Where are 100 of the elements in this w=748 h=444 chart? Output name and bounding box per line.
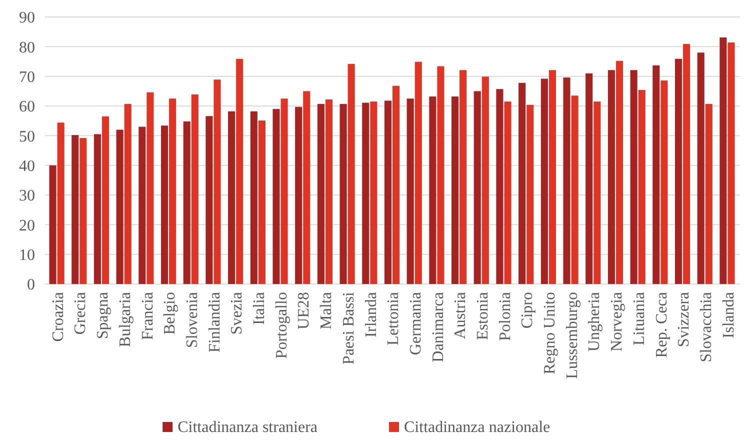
bar bbox=[303, 91, 310, 284]
bar bbox=[124, 104, 132, 284]
x-tick-label: Estonia bbox=[474, 292, 492, 340]
bar bbox=[236, 58, 244, 284]
x-tick-label: Bulgaria bbox=[116, 292, 134, 348]
x-tick-label: Germania bbox=[407, 292, 424, 356]
bar bbox=[728, 42, 735, 284]
bar bbox=[362, 102, 370, 284]
bar bbox=[548, 70, 556, 284]
bar bbox=[460, 70, 467, 284]
bar bbox=[94, 134, 101, 284]
y-tick-label: 60 bbox=[19, 98, 35, 116]
x-tick-label: Rep. Ceca bbox=[653, 292, 670, 358]
x-tick-label: Francia bbox=[139, 292, 156, 340]
bar bbox=[250, 111, 258, 284]
bar bbox=[586, 73, 593, 284]
x-tick-label: Portogallo bbox=[273, 292, 290, 359]
x-tick-label: UE28 bbox=[296, 292, 313, 330]
x-tick-label: Italia bbox=[251, 292, 268, 325]
bar bbox=[705, 104, 712, 284]
x-tick-label: Ungheria bbox=[586, 292, 604, 352]
bar bbox=[608, 70, 615, 284]
x-tick-label: Irlanda bbox=[362, 292, 380, 338]
bar bbox=[384, 100, 392, 284]
x-tick-label: Lussemburgo bbox=[564, 292, 581, 379]
bar bbox=[183, 121, 190, 284]
x-tick-label: Danimarca bbox=[430, 292, 447, 362]
bar bbox=[660, 80, 668, 284]
bar bbox=[80, 138, 87, 284]
x-tick-label: Paesi Bassi bbox=[340, 291, 358, 364]
bar bbox=[214, 80, 221, 284]
bar bbox=[518, 82, 526, 284]
bar bbox=[638, 90, 646, 284]
bar bbox=[206, 116, 213, 284]
bar bbox=[674, 58, 682, 284]
x-tick-label: Svizzera bbox=[676, 292, 693, 348]
bar bbox=[317, 104, 324, 284]
y-tick-label: 30 bbox=[19, 188, 35, 205]
x-tick-label: Islanda bbox=[720, 292, 738, 338]
y-tick-label: 40 bbox=[19, 158, 35, 175]
bar bbox=[697, 52, 704, 284]
bar bbox=[482, 76, 489, 284]
bar bbox=[437, 66, 444, 284]
x-tick-label: Lituania bbox=[630, 292, 648, 346]
x-tick-label: Austria bbox=[452, 292, 470, 340]
bar bbox=[496, 89, 504, 284]
x-tick-label: Finlandia bbox=[206, 292, 224, 352]
y-tick-label: 10 bbox=[19, 246, 35, 264]
bar bbox=[720, 37, 727, 284]
x-tick-label: Malta bbox=[318, 292, 336, 330]
bar bbox=[280, 98, 288, 284]
x-tick-label: Slovenia bbox=[184, 292, 201, 348]
bar bbox=[228, 111, 236, 284]
bar bbox=[571, 96, 578, 284]
x-tick-label: Croazia bbox=[50, 292, 67, 342]
y-tick-label: 70 bbox=[19, 68, 35, 86]
y-tick-label: 90 bbox=[19, 10, 35, 27]
bar bbox=[169, 98, 176, 284]
x-tick-label: Spagna bbox=[94, 292, 112, 340]
bar bbox=[295, 106, 302, 284]
bar bbox=[406, 98, 414, 284]
bar bbox=[392, 86, 400, 284]
y-tick-label: 20 bbox=[19, 217, 35, 234]
bar bbox=[325, 99, 333, 284]
x-tick-label: Lettonia bbox=[385, 292, 402, 346]
x-tick-label: Svezia bbox=[228, 292, 246, 335]
y-tick-label: 80 bbox=[19, 39, 35, 56]
bar bbox=[146, 92, 154, 284]
bar bbox=[414, 62, 422, 284]
bar bbox=[72, 135, 79, 284]
y-tick-label: 50 bbox=[19, 128, 35, 146]
x-tick-label: Norvegia bbox=[608, 292, 626, 352]
bar bbox=[191, 94, 198, 284]
bar bbox=[683, 44, 690, 284]
bar bbox=[340, 104, 347, 284]
bar bbox=[49, 165, 56, 284]
bar bbox=[474, 91, 481, 284]
x-tick-label: Regno Unito bbox=[542, 292, 559, 374]
x-tick-label: Grecia bbox=[72, 292, 90, 335]
bar bbox=[540, 78, 548, 284]
bar bbox=[160, 126, 168, 284]
bar bbox=[630, 70, 638, 284]
bar bbox=[57, 122, 64, 284]
y-tick-label: 0 bbox=[27, 276, 35, 294]
bar bbox=[348, 64, 355, 284]
x-tick-label: Belgio bbox=[162, 292, 179, 335]
legend-label: Cittadinanza nazionale bbox=[404, 419, 550, 436]
bar bbox=[451, 96, 459, 284]
bar bbox=[594, 102, 601, 284]
x-tick-label: Slovacchia bbox=[698, 292, 715, 362]
bar bbox=[102, 116, 110, 284]
x-tick-label: Polonia bbox=[496, 292, 514, 341]
bar bbox=[370, 102, 378, 284]
bar bbox=[138, 126, 146, 284]
x-tick-label: Cipro bbox=[519, 292, 536, 328]
bar bbox=[272, 108, 280, 284]
bar bbox=[652, 65, 660, 284]
bar bbox=[258, 120, 266, 284]
bar bbox=[616, 60, 624, 284]
legend-label: Cittadinanza straniera bbox=[178, 419, 318, 436]
